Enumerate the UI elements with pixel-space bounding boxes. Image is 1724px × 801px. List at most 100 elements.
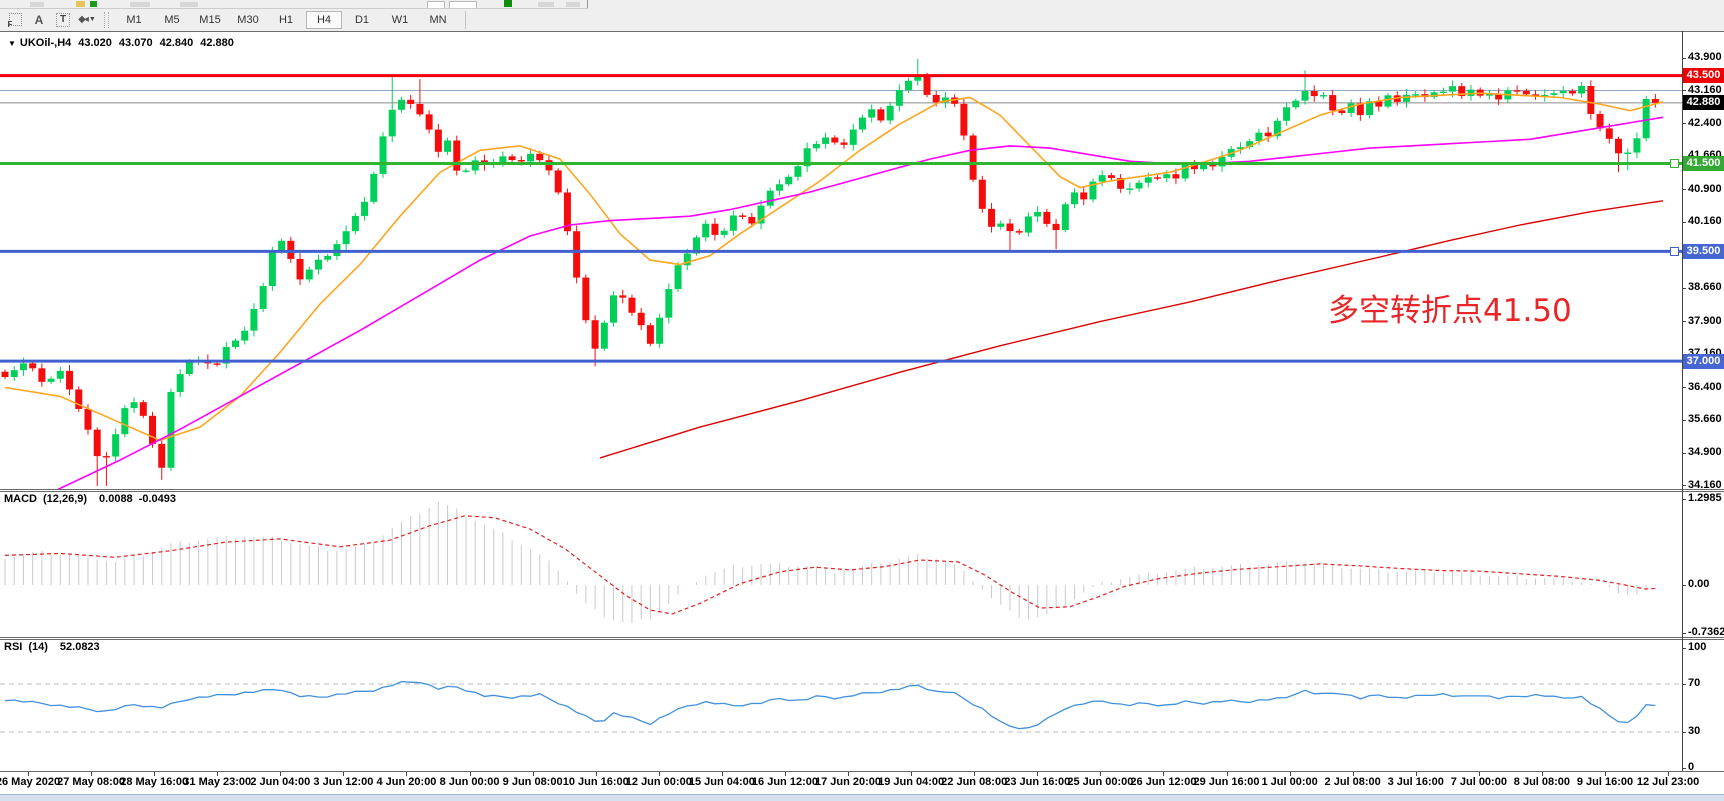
time-tick-mark [1478, 772, 1480, 776]
macd-pane [4, 502, 1659, 624]
time-tick-label: 27 May 08:00 [57, 776, 126, 788]
price-tick-label: 36.400 [1688, 380, 1722, 393]
macd-tick-label: 0.00 [1688, 578, 1710, 590]
timeframe-button-m15[interactable]: M15 [199, 13, 221, 26]
price-tick-label: 40.900 [1688, 182, 1722, 195]
rsi-tick-label: 30 [1688, 725, 1701, 737]
time-tick-mark [1541, 772, 1543, 776]
timeframe-button-d1[interactable]: D1 [354, 13, 370, 26]
toolbar: F A T ◆◂ ▼ M1 M5 M15 M30 H1 H4 D1 W1 MN [0, 0, 1724, 31]
arrow-shapes-icon[interactable]: ◆◂ ▼ [78, 14, 96, 25]
time-tick-mark [911, 772, 913, 776]
ohlc-open: 43.020 [78, 37, 112, 49]
time-tick-mark [974, 772, 976, 776]
timeframe-buttons: M1 M5 M15 M30 H1 H4 D1 W1 MN [115, 10, 457, 29]
crosshair-f-icon[interactable]: F [6, 12, 24, 29]
rsi-tick-mark [1682, 647, 1686, 649]
macd-value-signal: -0.0493 [138, 493, 176, 505]
macd-tick-mark [1682, 584, 1686, 586]
time-tick-label: 8 Jul 08:00 [1513, 776, 1571, 788]
time-tick-mark [1037, 772, 1039, 776]
time-tick-mark [848, 772, 850, 776]
timeframe-button-h1[interactable]: H1 [278, 13, 294, 26]
price-tick-label: 42.400 [1688, 116, 1722, 129]
rsi-name: RSI (14) [4, 641, 48, 653]
time-axis[interactable]: 26 May 2020 27 May 08:00 28 May 16:00 31 Ma… [0, 772, 1724, 794]
text-label-icon[interactable]: A [34, 12, 44, 27]
timeframe-button-m30[interactable]: M30 [237, 13, 259, 26]
time-tick-mark [1289, 772, 1291, 776]
ma-fast-orange [4, 92, 1664, 442]
timeframe-button-mn[interactable]: MN [429, 13, 447, 26]
rsi-pane [0, 680, 1682, 733]
chart-annotation-text[interactable]: 多空转折点41.50 [1328, 293, 1572, 329]
price-tick-mark [1682, 189, 1686, 191]
price-tick-label: 43.900 [1688, 51, 1722, 63]
play-icon[interactable] [504, 0, 512, 7]
toolbar-fragment [538, 2, 554, 7]
time-tick-mark [1226, 772, 1228, 776]
time-tick-mark [1163, 772, 1165, 776]
symbol-info[interactable]: ▼ UKOil-,H4 43.020 43.070 42.840 42.880 [8, 37, 234, 49]
ohlc-low: 42.840 [159, 37, 194, 49]
time-tick-label: 25 Jun 00:00 [1067, 776, 1134, 788]
time-tick-label: 3 Jun 12:00 [313, 776, 374, 788]
macd-value-main: 0.0088 [99, 493, 133, 505]
price-tick-mark [1682, 485, 1686, 487]
symbol-name: UKOil-,H4 [19, 37, 72, 49]
rsi-tick-mark [1682, 683, 1686, 685]
time-tick-mark [154, 772, 156, 776]
price-tick-mark [1682, 321, 1686, 323]
time-tick-mark [784, 772, 786, 776]
macd-indicator-label: MACD (12,26,9) 0.0088 -0.0493 [4, 493, 182, 505]
macd-tick-label: -0.7362 [1688, 626, 1724, 639]
macd-tick-mark [1682, 498, 1686, 500]
time-tick-mark [91, 772, 93, 776]
time-tick-mark [721, 772, 723, 776]
line-drag-handle[interactable] [1670, 247, 1679, 257]
timeframe-button-h4[interactable]: H4 [306, 10, 342, 29]
time-tick-label: 17 Jun 20:00 [815, 776, 882, 788]
rsi-tick-label: 70 [1688, 677, 1701, 689]
line-drag-handle[interactable] [1670, 159, 1679, 169]
time-tick-label: 10 Jun 16:00 [562, 776, 629, 788]
price-tick-label: 34.160 [1688, 478, 1722, 491]
time-tick-label: 26 Jun 12:00 [1130, 776, 1197, 788]
price-axis[interactable]: 43.90043.16042.40041.66040.90040.16039.4… [1670, 31, 1724, 794]
macd-tick-mark [1682, 632, 1686, 634]
rsi-line [4, 680, 1656, 730]
time-tick-label: 29 Jun 16:00 [1193, 776, 1260, 788]
time-tick-mark [28, 772, 29, 776]
toolbar-grip[interactable] [104, 11, 109, 28]
ma-slow-red [599, 200, 1664, 459]
toolbar-row-partial [0, 0, 1724, 9]
time-tick-label: 9 Jul 16:00 [1576, 776, 1634, 788]
timeframe-button-w1[interactable]: W1 [391, 13, 409, 26]
time-tick-label: 15 Jun 04:00 [688, 776, 755, 788]
price-tick-mark [1682, 123, 1686, 125]
time-tick-mark [1668, 772, 1670, 776]
time-tick-mark [532, 772, 534, 776]
timeframe-button-m1[interactable]: M1 [126, 13, 142, 26]
price-badge-37.000: 37.000 [1683, 353, 1724, 369]
timeframe-button-m5[interactable]: M5 [164, 13, 180, 26]
window-border [587, 0, 588, 8]
dropdown-caret-icon[interactable]: ▼ [88, 16, 96, 23]
chevron-down-icon[interactable]: ▼ [8, 39, 16, 48]
price-tick-label: 43.160 [1688, 83, 1722, 96]
time-tick-label: 1 Jul 00:00 [1261, 776, 1318, 788]
text-box-icon[interactable]: T [54, 12, 72, 28]
time-tick-label: 12 Jul 23:00 [1636, 776, 1700, 788]
time-tick-mark [406, 772, 408, 776]
price-tick-label: 34.900 [1688, 446, 1722, 459]
drawing-toolbar: F A T ◆◂ ▼ M1 M5 M15 M30 H1 H4 D1 W1 MN [0, 9, 1724, 30]
time-tick-label: 8 Jun 00:00 [439, 776, 500, 788]
chart-icon [90, 1, 97, 7]
toolbar-separator [465, 10, 466, 29]
price-tick-mark [1682, 452, 1686, 454]
price-tick-label: 35.660 [1688, 413, 1722, 426]
price-badge-43.500: 43.500 [1683, 68, 1724, 84]
time-tick-label: 23 Jun 16:00 [1004, 776, 1071, 788]
rsi-value: 52.0823 [59, 641, 100, 653]
